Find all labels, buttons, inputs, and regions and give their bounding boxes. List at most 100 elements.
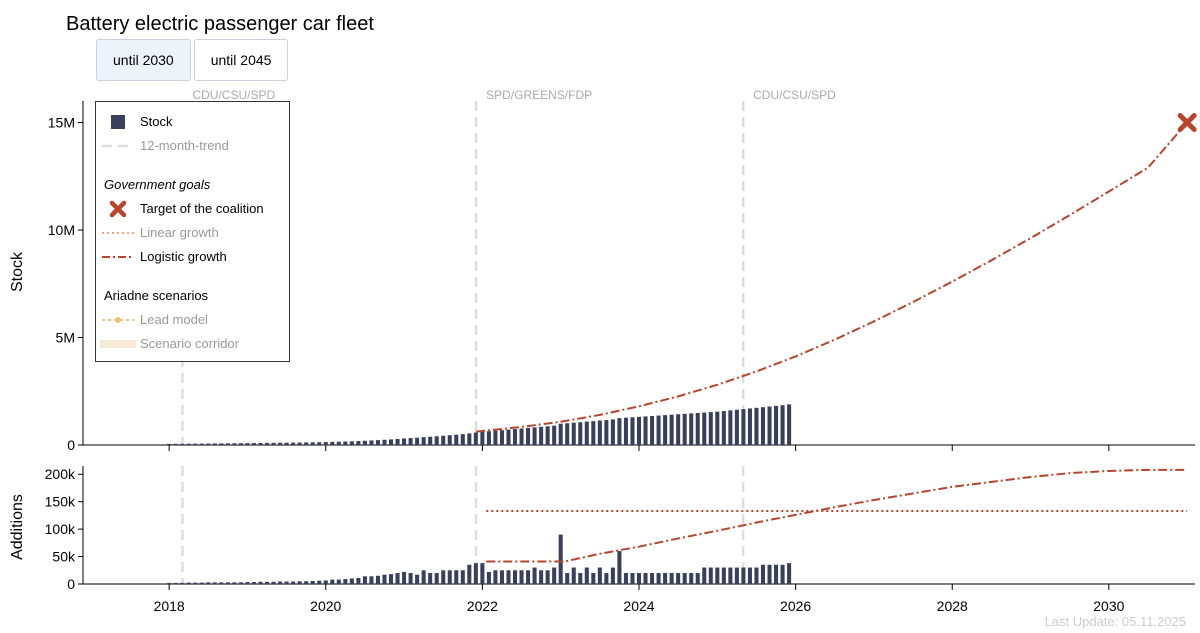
additions-bar <box>238 582 243 584</box>
tab-until-2045[interactable]: until 2045 <box>193 39 289 81</box>
additions-bar <box>623 573 628 584</box>
government-label: CDU/CSU/SPD <box>753 88 836 102</box>
range-tabs: until 2030 until 2045 <box>96 39 289 81</box>
stock-bar <box>493 430 498 445</box>
legend-item-linear[interactable]: Linear growth <box>96 225 219 240</box>
stock-bar <box>382 439 387 445</box>
stock-bar <box>225 443 230 445</box>
additions-bar <box>467 564 472 584</box>
stock-bar <box>388 439 394 445</box>
stock-bar <box>245 443 250 445</box>
stock-bar <box>336 441 341 445</box>
additions-bar <box>591 573 596 584</box>
additions-bar <box>630 573 635 584</box>
stock-bar <box>343 441 348 445</box>
additions-bar <box>454 570 459 584</box>
stock-y-tick-label: 15M <box>48 115 75 131</box>
additions-bar <box>787 563 792 584</box>
stock-bar <box>402 438 407 445</box>
additions-y-tick-label: 50k <box>52 549 76 565</box>
additions-bar <box>336 579 341 584</box>
legend-label-lead: Lead model <box>140 312 208 327</box>
additions-bar <box>571 567 576 584</box>
additions-bar <box>441 570 446 584</box>
additions-bar <box>767 564 772 584</box>
stock-bar <box>206 443 211 445</box>
legend-item-trend[interactable]: 12-month-trend <box>96 138 229 153</box>
legend-heading-ariadne: Ariadne scenarios <box>104 288 209 303</box>
stock-bar <box>271 442 276 445</box>
legend-label-trend: 12-month-trend <box>140 138 229 153</box>
stock-bar <box>597 420 602 445</box>
stock-bar <box>193 443 198 445</box>
stock-bar <box>251 443 256 445</box>
stock-bar <box>650 415 655 445</box>
legend-item-target[interactable]: Target of the coalition <box>96 200 264 217</box>
additions-y-tick-label: 100k <box>45 521 76 537</box>
additions-bar <box>695 573 700 584</box>
additions-bar <box>774 564 779 584</box>
legend-label-corridor: Scenario corridor <box>140 336 239 351</box>
additions-bar <box>369 576 374 584</box>
logistic-growth-line <box>486 468 1188 563</box>
additions-bar <box>656 573 661 584</box>
stock-y-tick-label: 10M <box>48 222 75 238</box>
additions-bar <box>636 573 642 584</box>
stock-bar <box>689 413 694 445</box>
y-axis-label-additions: Additions <box>9 494 26 560</box>
additions-bar <box>330 579 335 584</box>
stock-y-tick-label: 5M <box>56 330 75 346</box>
logistic-dashdot-icon <box>96 250 140 264</box>
additions-bar <box>532 567 537 584</box>
trend-line-icon <box>96 139 140 153</box>
additions-bar <box>545 570 550 584</box>
linear-dotted-icon <box>96 226 140 240</box>
legend-item-corridor[interactable]: Scenario corridor <box>96 336 239 351</box>
stock-bar <box>375 440 380 445</box>
stock-bar <box>695 412 700 445</box>
additions-bar <box>219 582 224 584</box>
stock-bar <box>434 436 439 445</box>
stock-bar <box>499 430 504 445</box>
additions-bar <box>258 581 263 584</box>
additions-bar <box>565 573 570 584</box>
additions-bar <box>245 582 250 584</box>
stock-bar <box>238 443 243 445</box>
additions-bar <box>206 582 211 584</box>
additions-bar <box>421 570 426 584</box>
additions-bar <box>721 567 726 584</box>
stock-bar <box>643 416 648 445</box>
stock-bar <box>754 407 759 445</box>
additions-bar <box>460 570 465 584</box>
stock-bar <box>167 443 172 445</box>
stock-bar <box>356 441 361 445</box>
stock-bar <box>760 407 766 445</box>
stock-bar <box>421 437 426 445</box>
legend-item-lead[interactable]: Lead model <box>96 312 208 327</box>
legend-item-logistic[interactable]: Logistic growth <box>96 249 227 264</box>
stock-bar <box>232 443 237 445</box>
stock-bar <box>774 405 779 445</box>
additions-bar <box>199 582 204 584</box>
additions-bar <box>395 573 400 584</box>
additions-bar <box>689 573 694 584</box>
y-axis-label-stock: Stock <box>9 251 26 292</box>
additions-bar <box>604 573 609 584</box>
additions-bar <box>343 579 348 584</box>
additions-bar <box>356 577 361 584</box>
tab-until-2030[interactable]: until 2030 <box>96 39 191 81</box>
additions-bar <box>271 581 276 584</box>
stock-bar <box>676 414 681 445</box>
additions-y-tick-label: 200k <box>45 466 76 482</box>
additions-bar <box>669 573 674 584</box>
additions-bar <box>702 567 707 584</box>
stock-bar <box>480 431 485 445</box>
stock-bar <box>362 440 367 445</box>
additions-bar <box>610 567 615 584</box>
corridor-band-icon <box>96 337 140 351</box>
stock-swatch-icon <box>96 114 140 129</box>
additions-bar <box>584 567 589 584</box>
stock-bar <box>532 427 537 445</box>
x-tick-label: 2024 <box>623 598 654 614</box>
legend-item-stock[interactable]: Stock <box>96 114 173 129</box>
